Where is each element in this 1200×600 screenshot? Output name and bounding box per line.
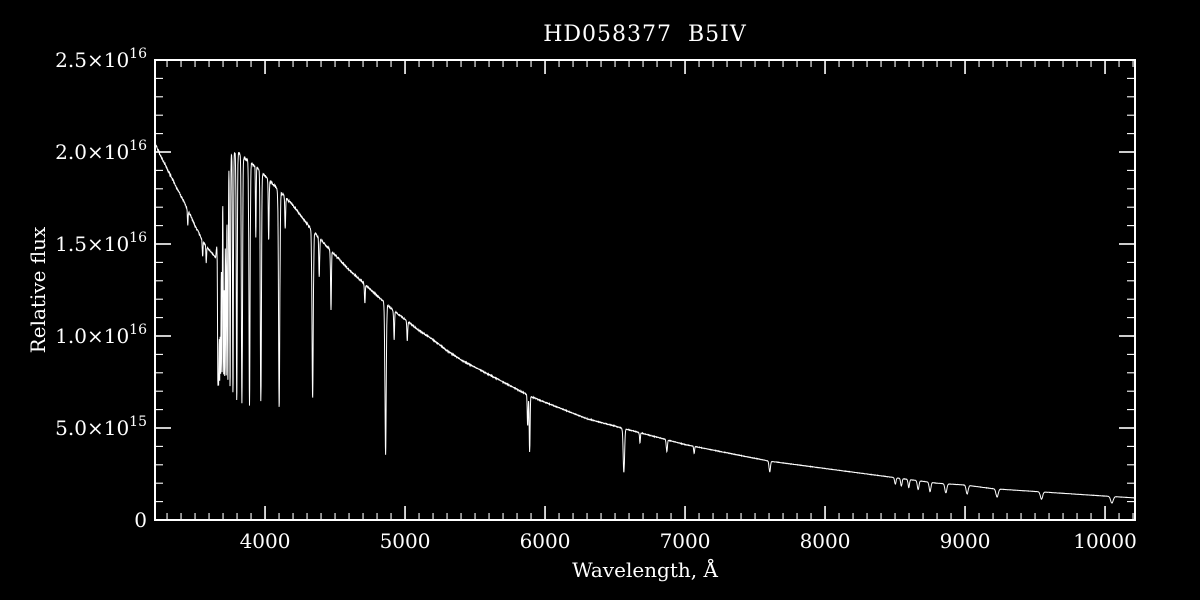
y-tick-label: 1.5×1016 xyxy=(55,230,147,256)
x-axis-label: Wavelength, Å xyxy=(572,558,718,582)
spectrum-series xyxy=(154,141,1135,504)
x-tick-label: 8000 xyxy=(800,529,851,553)
tick-labels: 4000 5000 6000 7000 8000 9000 10000 0 5.0×1015 1.… xyxy=(55,46,1137,553)
chart-title: HD058377 B5IV xyxy=(543,22,747,47)
spectrum-line xyxy=(154,141,1135,504)
y-tick-label: 1.0×1016 xyxy=(55,322,147,348)
y-axis-label: Relative flux xyxy=(26,226,50,354)
y-tick-label: 0 xyxy=(134,508,147,532)
x-tick-label: 7000 xyxy=(660,529,711,553)
axis-ticks xyxy=(155,59,1135,521)
y-tick-label: 2.5×1016 xyxy=(55,46,147,72)
y-tick-label: 5.0×1015 xyxy=(55,414,147,440)
x-tick-label: 9000 xyxy=(940,529,991,553)
x-tick-label: 4000 xyxy=(240,529,291,553)
x-tick-label: 10000 xyxy=(1073,529,1137,553)
x-tick-label: 6000 xyxy=(520,529,571,553)
x-tick-label: 5000 xyxy=(380,529,431,553)
plot-frame xyxy=(154,59,1136,521)
y-tick-label: 2.0×1016 xyxy=(55,138,147,164)
